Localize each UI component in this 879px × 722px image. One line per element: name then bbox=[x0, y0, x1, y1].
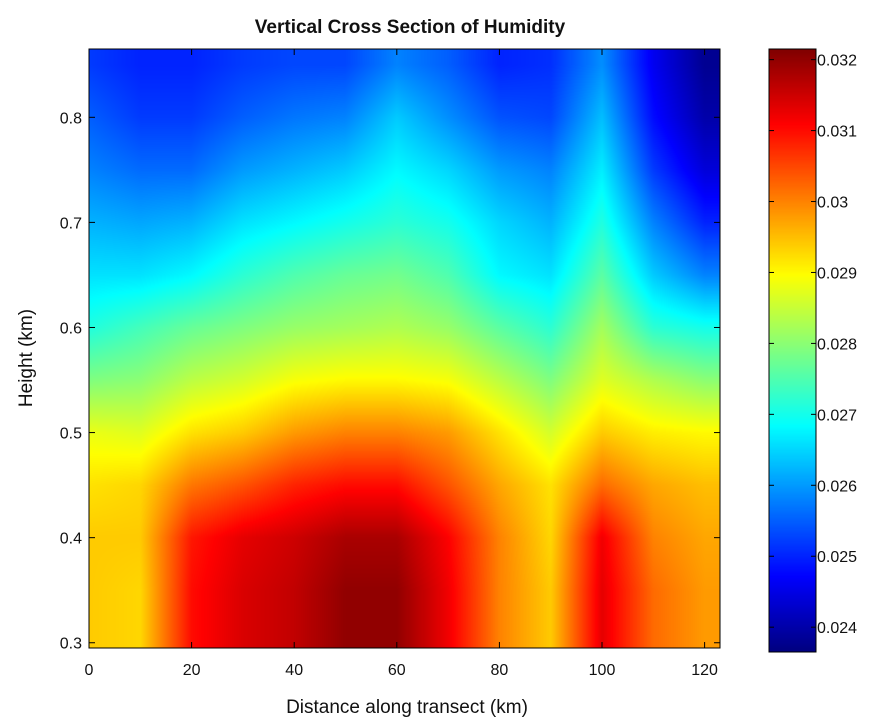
x-tick-label: 20 bbox=[183, 662, 201, 679]
y-tick-label: 0.3 bbox=[60, 636, 82, 653]
y-axis-label: Height (km) bbox=[16, 309, 37, 407]
plot-area bbox=[88, 48, 721, 649]
x-tick-label: 0 bbox=[85, 662, 94, 679]
x-tick-label: 120 bbox=[691, 662, 718, 679]
colorbar-tick-label: 0.03 bbox=[817, 195, 848, 212]
chart-title: Vertical Cross Section of Humidity bbox=[255, 17, 566, 38]
y-tick-label: 0.8 bbox=[60, 110, 82, 127]
x-tick-label: 80 bbox=[491, 662, 509, 679]
y-tick-label: 0.7 bbox=[60, 215, 82, 232]
colorbar-tick-label: 0.026 bbox=[817, 478, 857, 495]
y-axis: 0.3 0.4 0.5 0.6 0.7 0.8 bbox=[60, 110, 720, 653]
x-axis-label: Distance along transect (km) bbox=[286, 697, 528, 718]
x-tick-label: 100 bbox=[589, 662, 616, 679]
x-tick-label: 60 bbox=[388, 662, 406, 679]
heatmap-image bbox=[89, 49, 720, 648]
x-axis: 0 20 40 60 80 100 120 bbox=[85, 49, 718, 679]
y-tick-label: 0.4 bbox=[60, 531, 82, 548]
plot-frame bbox=[88, 48, 721, 649]
y-tick-label: 0.5 bbox=[60, 426, 82, 443]
x-tick-label: 40 bbox=[285, 662, 303, 679]
colorbar-tick-label: 0.024 bbox=[817, 620, 857, 637]
colorbar-tick-label: 0.031 bbox=[817, 124, 857, 141]
colorbar-ticks: 0.024 0.025 0.026 0.027 0.028 0.029 0.03 0.031 0… bbox=[769, 53, 857, 637]
colorbar-tick-label: 0.025 bbox=[817, 549, 857, 566]
colorbar-tick-label: 0.029 bbox=[817, 265, 857, 282]
colorbar-tick-label: 0.028 bbox=[817, 336, 857, 353]
colorbar-tick-label: 0.027 bbox=[817, 407, 857, 424]
y-tick-label: 0.6 bbox=[60, 320, 82, 337]
colorbar-frame bbox=[768, 48, 817, 653]
colorbar-tick-label: 0.032 bbox=[817, 53, 857, 70]
colorbar: 0.024 0.025 0.026 0.027 0.028 0.029 0.03 0.031 0… bbox=[768, 48, 857, 653]
colorbar-gradient bbox=[769, 49, 816, 652]
